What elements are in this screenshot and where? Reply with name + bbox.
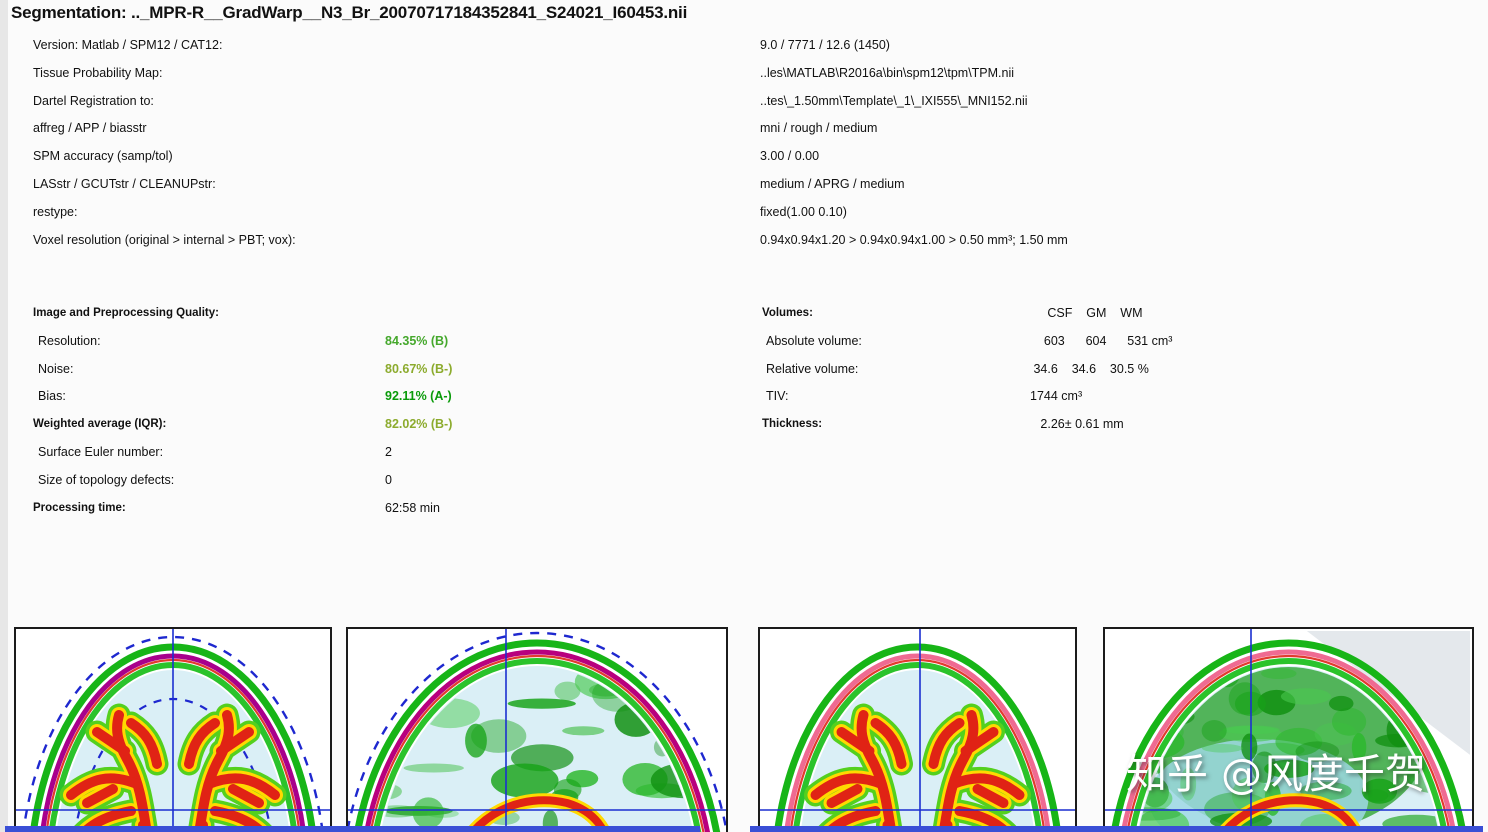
volumes-row-1: Relative volume: 34.6 34.6 30.5 % (0, 356, 1149, 384)
param-row-1-label: Tissue Probability Map: (33, 65, 163, 80)
quality-row-2: Bias: 92.11% (A-) (0, 383, 740, 411)
param-row-2-label: Dartel Registration to: (33, 93, 154, 108)
quality-row-1-value: 80.67% (B-) (385, 361, 453, 376)
quality-row-4-value: 2 (385, 444, 392, 459)
quality-row-4: Surface Euler number: 2 (0, 439, 740, 467)
quality-row-3-value: 82.02% (B-) (385, 417, 453, 432)
next-figure-strip-left (5, 826, 700, 832)
param-row-5: LASstr / GCUTstr / CLEANUPstr: medium / A… (0, 171, 1488, 199)
param-row-3: affreg / APP / biasstr mni / rough / medi… (0, 115, 1488, 143)
volumes-row-2-label: TIV: (766, 389, 789, 404)
quality-heading: Image and Preprocessing Quality: (33, 307, 219, 319)
quality-row-5: Size of topology defects: 0 (0, 467, 740, 495)
param-row-0: Version: Matlab / SPM12 / CAT12: 9.0 / 77… (0, 32, 1488, 60)
param-row-6-value: fixed(1.00 0.10) (760, 204, 847, 219)
volumes-row-3-value: 2.26± 0.61 mm (1030, 417, 1124, 432)
volumes-row-3-label: Thickness: (762, 418, 823, 431)
parameter-table: Version: Matlab / SPM12 / CAT12: 9.0 / 77… (0, 32, 1488, 254)
volumes-row-1-label: Relative volume: (766, 361, 859, 376)
next-figure-strip-right (750, 826, 1483, 832)
page-left-margin (0, 0, 8, 832)
volumes-row-0-value: 603 604 531 cm³ (1030, 333, 1173, 348)
volumes-columns-header: CSF GM WM (1030, 306, 1143, 320)
param-row-7-label: Voxel resolution (original > internal > … (33, 232, 296, 247)
quality-row-6: Processing time: 62:58 min (0, 495, 740, 523)
param-row-5-label: LASstr / GCUTstr / CLEANUPstr: (33, 176, 216, 191)
param-row-6-label: restype: (33, 204, 78, 219)
brain-panel-axial-left (14, 627, 332, 832)
param-row-3-label: affreg / APP / biasstr (33, 121, 147, 136)
volumes-heading: Volumes: (762, 307, 813, 319)
volumes-row-2: TIV: 1744 cm³ (0, 383, 1082, 411)
quality-row-5-value: 0 (385, 472, 392, 487)
param-row-4: SPM accuracy (samp/tol) 3.00 / 0.00 (0, 143, 1488, 171)
brain-panel-sagittal-left (346, 627, 728, 832)
param-row-2: Dartel Registration to: ..tes\_1.50mm\Tem… (0, 88, 1488, 116)
quality-row-6-label: Processing time: (33, 501, 126, 514)
brain-panel-axial-right (758, 627, 1077, 832)
param-row-7: Voxel resolution (original > internal > … (0, 227, 1488, 255)
param-row-4-label: SPM accuracy (samp/tol) (33, 149, 173, 164)
quality-row-1-label: Noise: (38, 361, 74, 376)
param-row-0-value: 9.0 / 7771 / 12.6 (1450) (760, 38, 890, 52)
volumes-row-0: Absolute volume: 603 604 531 cm³ (0, 328, 1172, 356)
quality-row-3: Weighted average (IQR): 82.02% (B-) (0, 411, 740, 439)
quality-row-4-label: Surface Euler number: (38, 444, 164, 459)
page-title: Segmentation: .._MPR-R__GradWarp__N3_Br_… (11, 3, 688, 22)
param-row-1-value: ..les\MATLAB\R2016a\bin\spm12\tpm\TPM.ni… (760, 65, 1015, 80)
volumes-row-1-value: 34.6 34.6 30.5 % (1030, 361, 1149, 376)
brain-panel-sagittal-right-image (1105, 629, 1472, 832)
brain-panel-axial-right-image (760, 629, 1075, 832)
quality-row-0: Resolution: 84.35% (B) (0, 328, 740, 356)
param-row-6: restype: fixed(1.00 0.10) (0, 199, 1488, 227)
quality-row-0-value: 84.35% (B) (385, 333, 449, 348)
param-row-7-value: 0.94x0.94x1.20 > 0.94x0.94x1.00 > 0.50 m… (760, 232, 1068, 247)
volumes-row-2-value: 1744 cm³ (1030, 389, 1083, 404)
volumes-section: Volumes: CSF GM WM Absolute volume: 603 6… (0, 300, 1172, 439)
param-row-1: Tissue Probability Map: ..les\MATLAB\R201… (0, 60, 1488, 88)
brain-panel-sagittal-right (1103, 627, 1474, 832)
volumes-row-3: Thickness: 2.26± 0.61 mm (0, 411, 1124, 439)
quality-row-2-value: 92.11% (A-) (385, 389, 452, 404)
brain-panel-axial-left-image (16, 629, 330, 832)
param-row-3-value: mni / rough / medium (760, 121, 878, 136)
quality-row-6-value: 62:58 min (385, 500, 440, 515)
param-row-0-label: Version: Matlab / SPM12 / CAT12: (33, 38, 223, 52)
param-row-4-value: 3.00 / 0.00 (760, 149, 820, 164)
quality-row-0-label: Resolution: (38, 333, 101, 348)
quality-row-2-label: Bias: (38, 389, 66, 404)
quality-row-5-label: Size of topology defects: (38, 472, 175, 487)
quality-row-1: Noise: 80.67% (B-) (0, 356, 740, 384)
brain-panel-sagittal-left-image (348, 629, 726, 832)
watermark: 知乎 @风度千贺 (1126, 750, 1427, 798)
quality-section: Image and Preprocessing Quality: Resoluti… (0, 300, 740, 522)
quality-row-3-label: Weighted average (IQR): (33, 418, 167, 431)
param-row-2-value: ..tes\_1.50mm\Template\_1\_IXI555\_MNI15… (760, 93, 1028, 108)
volumes-row-0-label: Absolute volume: (766, 333, 862, 348)
param-row-5-value: medium / APRG / medium (760, 176, 905, 191)
